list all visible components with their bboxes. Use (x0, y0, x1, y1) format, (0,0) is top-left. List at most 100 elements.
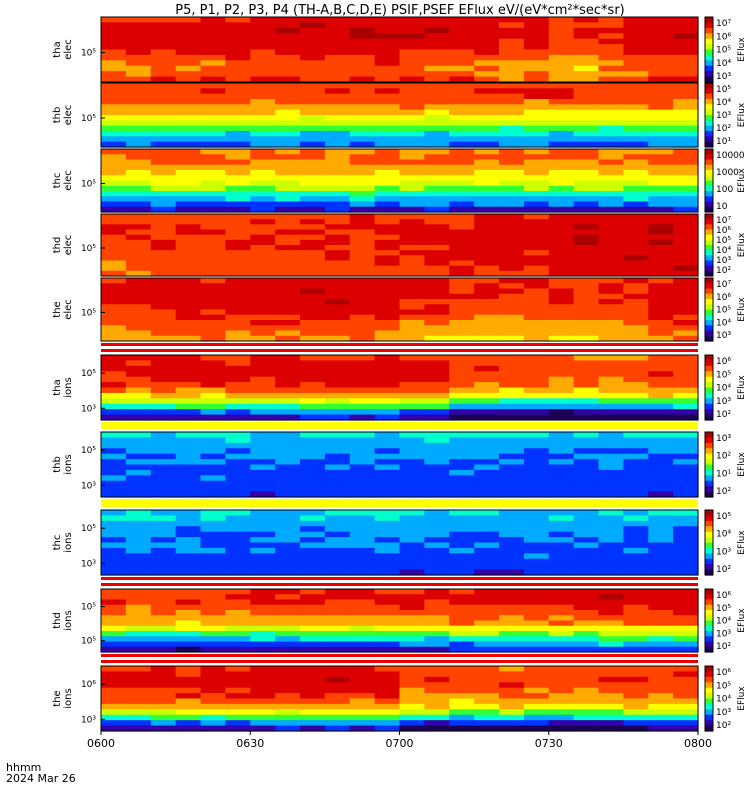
heatmap-cell (399, 459, 425, 466)
heatmap-cell (200, 599, 226, 606)
heatmap-cell (275, 469, 301, 476)
heatmap-cell (548, 54, 575, 61)
heatmap-cell (499, 698, 525, 705)
colorbar-segment (705, 27, 713, 32)
heatmap-cell (125, 625, 152, 632)
colorbar-segment (705, 76, 713, 80)
heatmap-cell (200, 671, 226, 678)
heatmap-cell (250, 376, 276, 383)
heatmap-cell (449, 714, 475, 721)
heatmap-cell (648, 234, 674, 241)
heatmap-cell (623, 27, 649, 34)
heatmap-cell (399, 510, 425, 517)
heatmap-cell (474, 175, 500, 182)
colorbar-segment (705, 54, 713, 59)
heatmap-cell (523, 382, 550, 389)
heatmap-cell (623, 154, 649, 161)
colorbar-segment (705, 93, 713, 97)
heatmap-cell (474, 250, 500, 256)
heatmap-cell (200, 594, 226, 601)
heatmap-cell (449, 631, 475, 637)
heatmap-cell (175, 229, 202, 236)
heatmap-cell (474, 125, 500, 132)
heatmap-cell (300, 239, 326, 246)
heatmap-cell (598, 335, 624, 342)
heatmap-cell (648, 671, 674, 678)
heatmap-cell (523, 531, 550, 538)
heatmap-cell (300, 299, 326, 305)
heatmap-cell (101, 38, 127, 45)
heatmap-cell (623, 547, 649, 554)
colorbar-segment (705, 85, 713, 89)
heatmap-cell (673, 558, 699, 565)
panel-label: thdelec (52, 235, 74, 256)
colorbar-segment (705, 177, 713, 182)
heatmap-cell (200, 442, 226, 449)
heatmap-cell (349, 206, 376, 213)
colorbar-segment (705, 537, 713, 541)
heatmap-cell (598, 71, 624, 78)
heatmap-cell (449, 371, 475, 378)
heatmap-cell (673, 725, 699, 732)
heatmap-cell (125, 278, 152, 284)
heatmap-cell (648, 288, 674, 295)
heatmap-cell (523, 65, 550, 72)
heatmap-cell (449, 180, 475, 187)
heatmap-cell (424, 599, 450, 606)
heatmap-cell (399, 475, 425, 482)
heatmap-cell (275, 720, 301, 727)
heatmap-cell (424, 288, 450, 295)
heatmap-cell (673, 636, 699, 643)
heatmap-cell (573, 33, 600, 40)
heatmap-cell (399, 671, 425, 678)
heatmap-cell (548, 542, 575, 549)
heatmap-cell (648, 398, 674, 405)
heatmap-cell (499, 641, 525, 648)
heatmap-cell (648, 93, 674, 100)
heatmap-cell (648, 537, 674, 544)
heatmap-cell (200, 265, 226, 272)
colorbar-frame (704, 277, 714, 342)
heatmap-cell (250, 515, 276, 522)
heatmap-cell (275, 49, 301, 56)
heatmap-cell (598, 371, 624, 378)
heatmap-cell (349, 154, 376, 161)
heatmap-cell (399, 371, 425, 378)
heatmap-cell (374, 480, 401, 487)
heatmap-cell (175, 526, 202, 533)
heatmap-cell (175, 170, 202, 176)
heatmap-cell (648, 437, 674, 444)
species-label: ions (63, 454, 74, 474)
heatmap-cell (548, 604, 575, 611)
heatmap-cell (499, 293, 525, 300)
colorbar-segment (705, 139, 713, 143)
heatmap-cell (175, 615, 202, 622)
colorbar-segment (705, 475, 713, 479)
heatmap-cell (573, 219, 600, 225)
heatmap-cell (250, 175, 276, 182)
heatmap-cell (300, 191, 326, 197)
heatmap-cell (673, 270, 699, 277)
heatmap-cell (673, 671, 699, 678)
heatmap-cell (499, 610, 525, 616)
heatmap-cell (673, 224, 699, 231)
heatmap-cell (648, 403, 674, 410)
colorbar-segment (705, 255, 713, 259)
heatmap-cell (275, 229, 301, 236)
heatmap-cell (399, 234, 425, 241)
heatmap-cell (548, 725, 575, 732)
heatmap-cell (548, 278, 575, 284)
heatmap-cell (200, 83, 226, 89)
heatmap-cell (101, 325, 127, 332)
heatmap-cell (474, 631, 500, 637)
heatmap-cell (275, 22, 301, 29)
heatmap-cell (125, 325, 152, 332)
heatmap-cell (548, 365, 575, 372)
heatmap-cell (101, 403, 127, 410)
heatmap-cell (150, 515, 177, 522)
colorbar-segment (705, 398, 713, 402)
heatmap-cell (300, 104, 326, 111)
heatmap-cell (125, 360, 152, 367)
heatmap-cell (349, 229, 376, 236)
time-format-label: hhmm (6, 761, 41, 774)
